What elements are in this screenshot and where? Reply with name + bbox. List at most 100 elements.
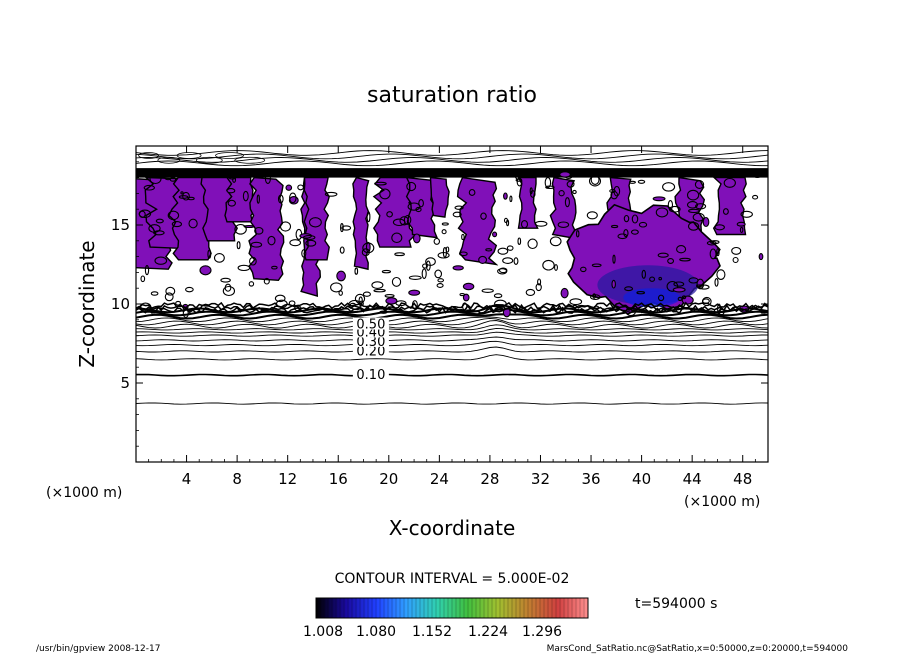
contour-speckle: [395, 300, 407, 307]
footer-left: /usr/bin/gpview 2008-12-17: [36, 644, 160, 654]
contour-speckle: [374, 181, 387, 186]
contour-speckle: [243, 224, 255, 229]
contour-speckle: [227, 199, 236, 207]
contour-line: [136, 354, 768, 361]
top-contour-line: [136, 160, 768, 167]
contour-speckle: [154, 256, 168, 265]
contour-speckle: [452, 211, 462, 218]
contour-speckle: [366, 211, 371, 223]
contour-speckle: [254, 226, 264, 235]
contour-speckle: [301, 249, 307, 258]
contour-speckle: [188, 218, 198, 229]
x-tick-label: 24: [430, 470, 449, 488]
contour-speckle: [544, 177, 552, 189]
contour-speckle: [277, 194, 284, 204]
contour-speckle: [452, 265, 464, 271]
contour-label-bg: [352, 344, 389, 357]
contour-speckle: [657, 252, 669, 258]
contour-speckle: [412, 233, 421, 244]
contour-speckle: [637, 179, 646, 184]
colorbar-tick-labels: 1.008 1.080 1.152 1.224 1.296: [303, 624, 562, 640]
colorbar-tick-label: 1.296: [522, 624, 562, 640]
contour-speckle: [624, 286, 634, 292]
contour-speckle: [384, 294, 395, 298]
contour-line: [136, 316, 768, 323]
contour-speckle: [399, 216, 409, 226]
contour-speckle: [752, 194, 759, 200]
saturated-region: [712, 176, 747, 236]
contour-speckle: [220, 277, 231, 283]
contour-speckle: [373, 288, 386, 293]
contour-line: [136, 320, 768, 329]
contour-speckle: [529, 187, 533, 195]
top-loop: [138, 152, 160, 159]
contour-line: [136, 346, 768, 353]
contour-speckle: [213, 253, 225, 263]
contour-line: [136, 373, 768, 377]
contour-speckle: [339, 246, 345, 254]
contour-speckle: [199, 265, 212, 276]
contour-speckle: [723, 177, 736, 188]
contour-speckle: [569, 298, 583, 306]
contour-speckle: [264, 173, 271, 184]
contour-speckle: [150, 291, 159, 296]
contour-speckle: [506, 219, 510, 227]
contour-speckle: [433, 237, 441, 245]
contour-line: [136, 340, 768, 347]
contour-speckle: [263, 277, 270, 285]
contour-speckle: [454, 205, 464, 210]
top-contour-line: [136, 150, 768, 156]
contour-speckle: [667, 200, 674, 211]
contour-speckle: [144, 265, 150, 276]
contour-speckle: [520, 220, 529, 229]
contour-speckle: [187, 196, 195, 201]
contour-speckle: [421, 268, 427, 280]
contour-speckle: [408, 289, 421, 296]
y-tick-label: 5: [120, 374, 130, 392]
contour-speckle: [722, 208, 729, 215]
contour-speckle: [502, 257, 514, 264]
contour-speckle: [714, 278, 719, 287]
contour-speckle: [271, 265, 278, 270]
saturated-region: [456, 176, 499, 266]
contour-speckle: [732, 256, 739, 264]
contour-speckle: [228, 175, 237, 180]
contour-speckle: [701, 296, 712, 307]
contour-speckle: [696, 278, 705, 290]
contour-line: [136, 336, 768, 342]
colorbar-tick-label: 1.080: [356, 624, 396, 640]
contour-speckle: [341, 225, 352, 231]
contour-speckle: [588, 175, 602, 187]
contour-speckle: [610, 224, 619, 229]
x-axis-label: X-coordinate: [389, 516, 516, 540]
top-contour-band: [136, 168, 768, 178]
top-loop: [234, 156, 266, 164]
x-tick-label: 4: [182, 470, 192, 488]
contour-speckle: [362, 242, 375, 254]
contour-speckle: [381, 269, 392, 274]
contour-speckle: [178, 195, 189, 199]
contour-speckle: [236, 241, 241, 250]
contour-speckle: [462, 282, 475, 291]
contour-speckle: [279, 221, 292, 232]
contour-speckle: [415, 206, 422, 213]
contour-speckle: [222, 285, 236, 297]
contour-speckle: [662, 182, 676, 192]
contour-speckle: [462, 293, 470, 302]
x-tick-label: 12: [278, 470, 297, 488]
saturated-region: [429, 176, 450, 218]
contour-speckle: [480, 212, 487, 220]
contour-speckle: [517, 237, 522, 245]
contour-speckle: [636, 291, 646, 295]
contour-speckle: [695, 203, 707, 210]
contour-speckle: [537, 278, 542, 286]
contour-speckle: [461, 233, 465, 241]
contour-speckle: [628, 180, 636, 184]
cloud-base-contour: [136, 306, 768, 315]
contour-speckle: [739, 226, 744, 233]
contour-speckle: [631, 214, 639, 224]
x-tick-label: 28: [480, 470, 499, 488]
contour-speckle: [612, 254, 616, 264]
contour-speckle: [679, 257, 691, 262]
